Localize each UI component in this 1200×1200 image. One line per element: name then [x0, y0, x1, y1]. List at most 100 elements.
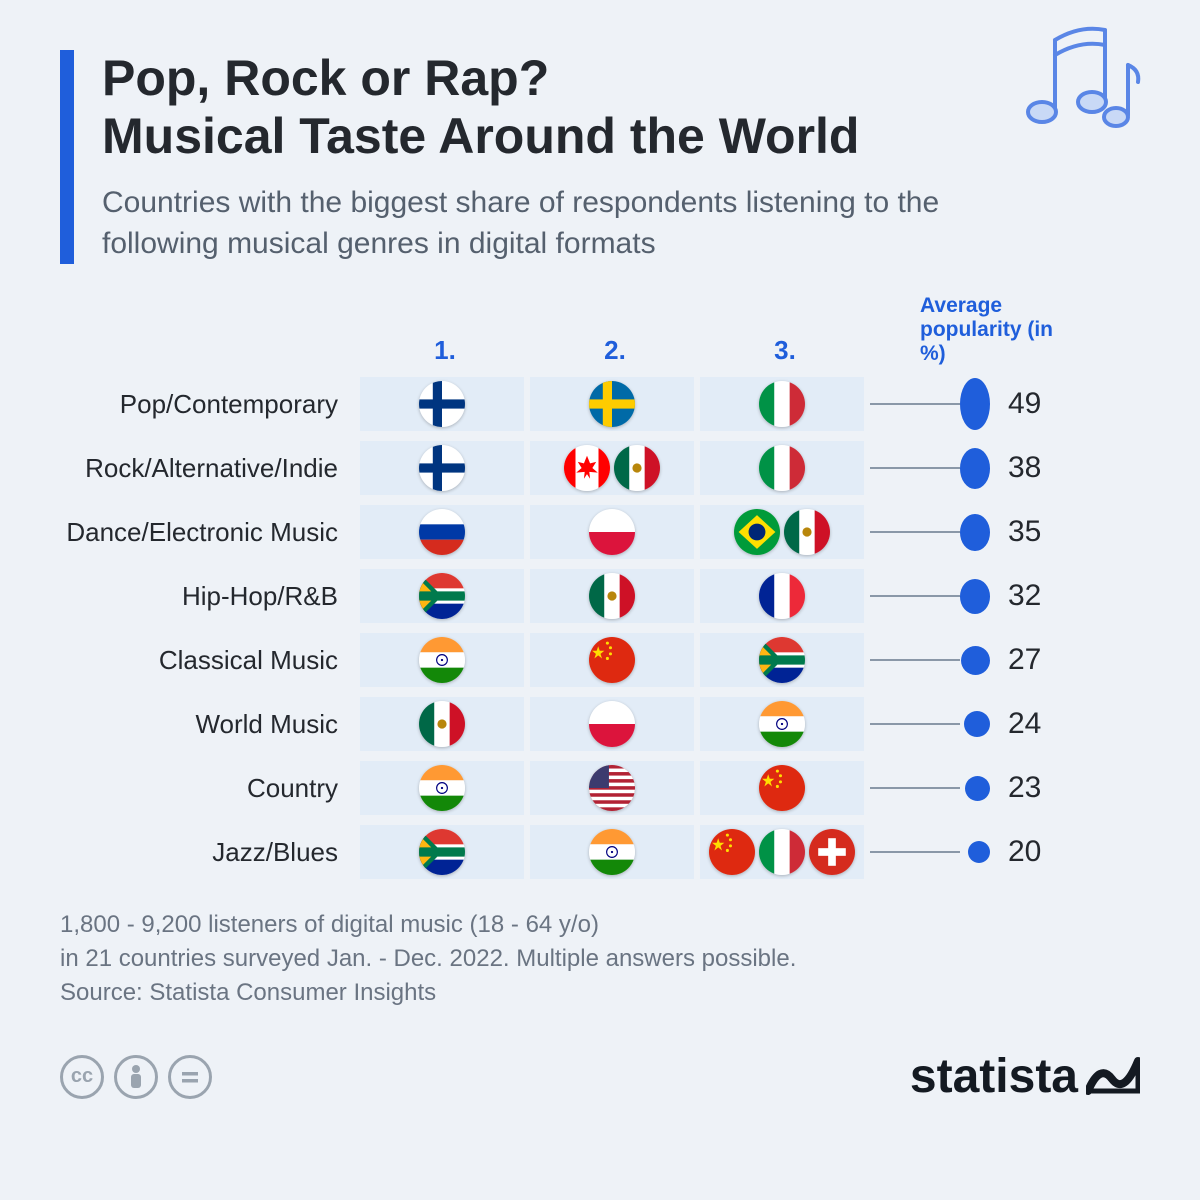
popularity-bubble-cell — [960, 697, 990, 751]
rank-cell — [700, 825, 864, 879]
rank-cell — [360, 761, 524, 815]
popularity-value: 32 — [990, 579, 1110, 613]
flag-fr — [759, 573, 805, 619]
page-title: Pop, Rock or Rap? Musical Taste Around t… — [102, 50, 1140, 165]
rank-header-1: 1. — [360, 335, 530, 366]
rank-cell — [360, 633, 524, 687]
popularity-bubble — [960, 514, 990, 552]
rank-cell — [700, 441, 864, 495]
popularity-bubble — [964, 711, 990, 737]
genre-label: Rock/Alternative/Indie — [60, 453, 360, 484]
flag-mx — [784, 509, 830, 555]
genre-row: Pop/Contemporary 49 — [60, 372, 1140, 436]
popularity-bubble — [960, 579, 990, 613]
flag-ru — [419, 509, 465, 555]
popularity-bubble — [960, 448, 990, 489]
genre-row: Classical Music 27 — [60, 628, 1140, 692]
rank-cell — [360, 569, 524, 623]
flag-cn — [589, 637, 635, 683]
genre-label: Dance/Electronic Music — [60, 517, 360, 548]
connector-line — [870, 761, 960, 815]
flag-pl — [589, 701, 635, 747]
genre-row: Hip-Hop/R&B 32 — [60, 564, 1140, 628]
connector-line — [870, 633, 960, 687]
license-icons: cc — [60, 1055, 212, 1099]
flag-za — [759, 637, 805, 683]
rank-header-3: 3. — [700, 335, 870, 366]
column-headers: 1. 2. 3. Average popularity (in %) — [60, 294, 1140, 366]
flag-pl — [589, 509, 635, 555]
flag-mx — [589, 573, 635, 619]
genre-label: Pop/Contemporary — [60, 389, 360, 420]
nd-icon — [168, 1055, 212, 1099]
footer: cc statista — [60, 1049, 1140, 1104]
flag-mx — [419, 701, 465, 747]
connector-line — [870, 441, 960, 495]
header-block: Pop, Rock or Rap? Musical Taste Around t… — [60, 50, 1140, 264]
footnote-line-3: Source: Statista Consumer Insights — [60, 976, 1140, 1010]
popularity-bubble-cell — [960, 505, 990, 559]
rank-cell — [530, 505, 694, 559]
rank-cell — [700, 633, 864, 687]
popularity-bubble-cell — [960, 569, 990, 623]
flag-us — [589, 765, 635, 811]
popularity-bubble-cell — [960, 633, 990, 687]
rank-cell — [360, 441, 524, 495]
rank-cell — [530, 697, 694, 751]
connector-line — [870, 697, 960, 751]
rank-cell — [530, 441, 694, 495]
footnote-line-1: 1,800 - 9,200 listeners of digital music… — [60, 908, 1140, 942]
connector-line — [870, 377, 960, 431]
genre-label: World Music — [60, 709, 360, 740]
rank-cell — [530, 633, 694, 687]
flag-za — [419, 573, 465, 619]
flag-fi — [419, 381, 465, 427]
popularity-header: Average popularity (in %) — [920, 294, 1070, 366]
flag-br — [734, 509, 780, 555]
popularity-value: 20 — [990, 835, 1110, 869]
title-line-1: Pop, Rock or Rap? — [102, 50, 549, 106]
rank-cell — [700, 505, 864, 559]
flag-cn — [709, 829, 755, 875]
popularity-value: 27 — [990, 643, 1110, 677]
flag-in — [419, 637, 465, 683]
popularity-bubble — [965, 776, 990, 801]
connector-line — [870, 505, 960, 559]
chart: 1. 2. 3. Average popularity (in %) Pop/C… — [60, 294, 1140, 884]
title-line-2: Musical Taste Around the World — [102, 108, 859, 164]
flag-it — [759, 445, 805, 491]
genre-row: Dance/Electronic Music35 — [60, 500, 1140, 564]
brand-logo: statista — [910, 1049, 1140, 1104]
flag-in — [419, 765, 465, 811]
rank-header-2: 2. — [530, 335, 700, 366]
genre-row: Rock/Alternative/Indie38 — [60, 436, 1140, 500]
connector-line — [870, 825, 960, 879]
rank-cell — [530, 377, 694, 431]
genre-label: Jazz/Blues — [60, 837, 360, 868]
connector-line — [870, 569, 960, 623]
genre-row: World Music 24 — [60, 692, 1140, 756]
rank-cell — [530, 761, 694, 815]
flag-cn — [759, 765, 805, 811]
flag-se — [589, 381, 635, 427]
popularity-value: 24 — [990, 707, 1110, 741]
footnote-line-2: in 21 countries surveyed Jan. - Dec. 202… — [60, 942, 1140, 976]
popularity-bubble-cell — [960, 761, 990, 815]
flag-in — [589, 829, 635, 875]
rank-cell — [700, 377, 864, 431]
music-notes-icon — [1000, 20, 1150, 150]
popularity-value: 49 — [990, 387, 1110, 421]
popularity-bubble-cell — [960, 441, 990, 495]
rank-cell — [360, 505, 524, 559]
cc-icon: cc — [60, 1055, 104, 1099]
genre-label: Classical Music — [60, 645, 360, 676]
rank-cell — [360, 825, 524, 879]
genre-row: Country23 — [60, 756, 1140, 820]
flag-za — [419, 829, 465, 875]
rank-cell — [700, 569, 864, 623]
subtitle: Countries with the biggest share of resp… — [102, 183, 982, 264]
genre-label: Hip-Hop/R&B — [60, 581, 360, 612]
rank-cell — [530, 569, 694, 623]
brand-text: statista — [910, 1049, 1078, 1104]
flag-ca — [564, 445, 610, 491]
